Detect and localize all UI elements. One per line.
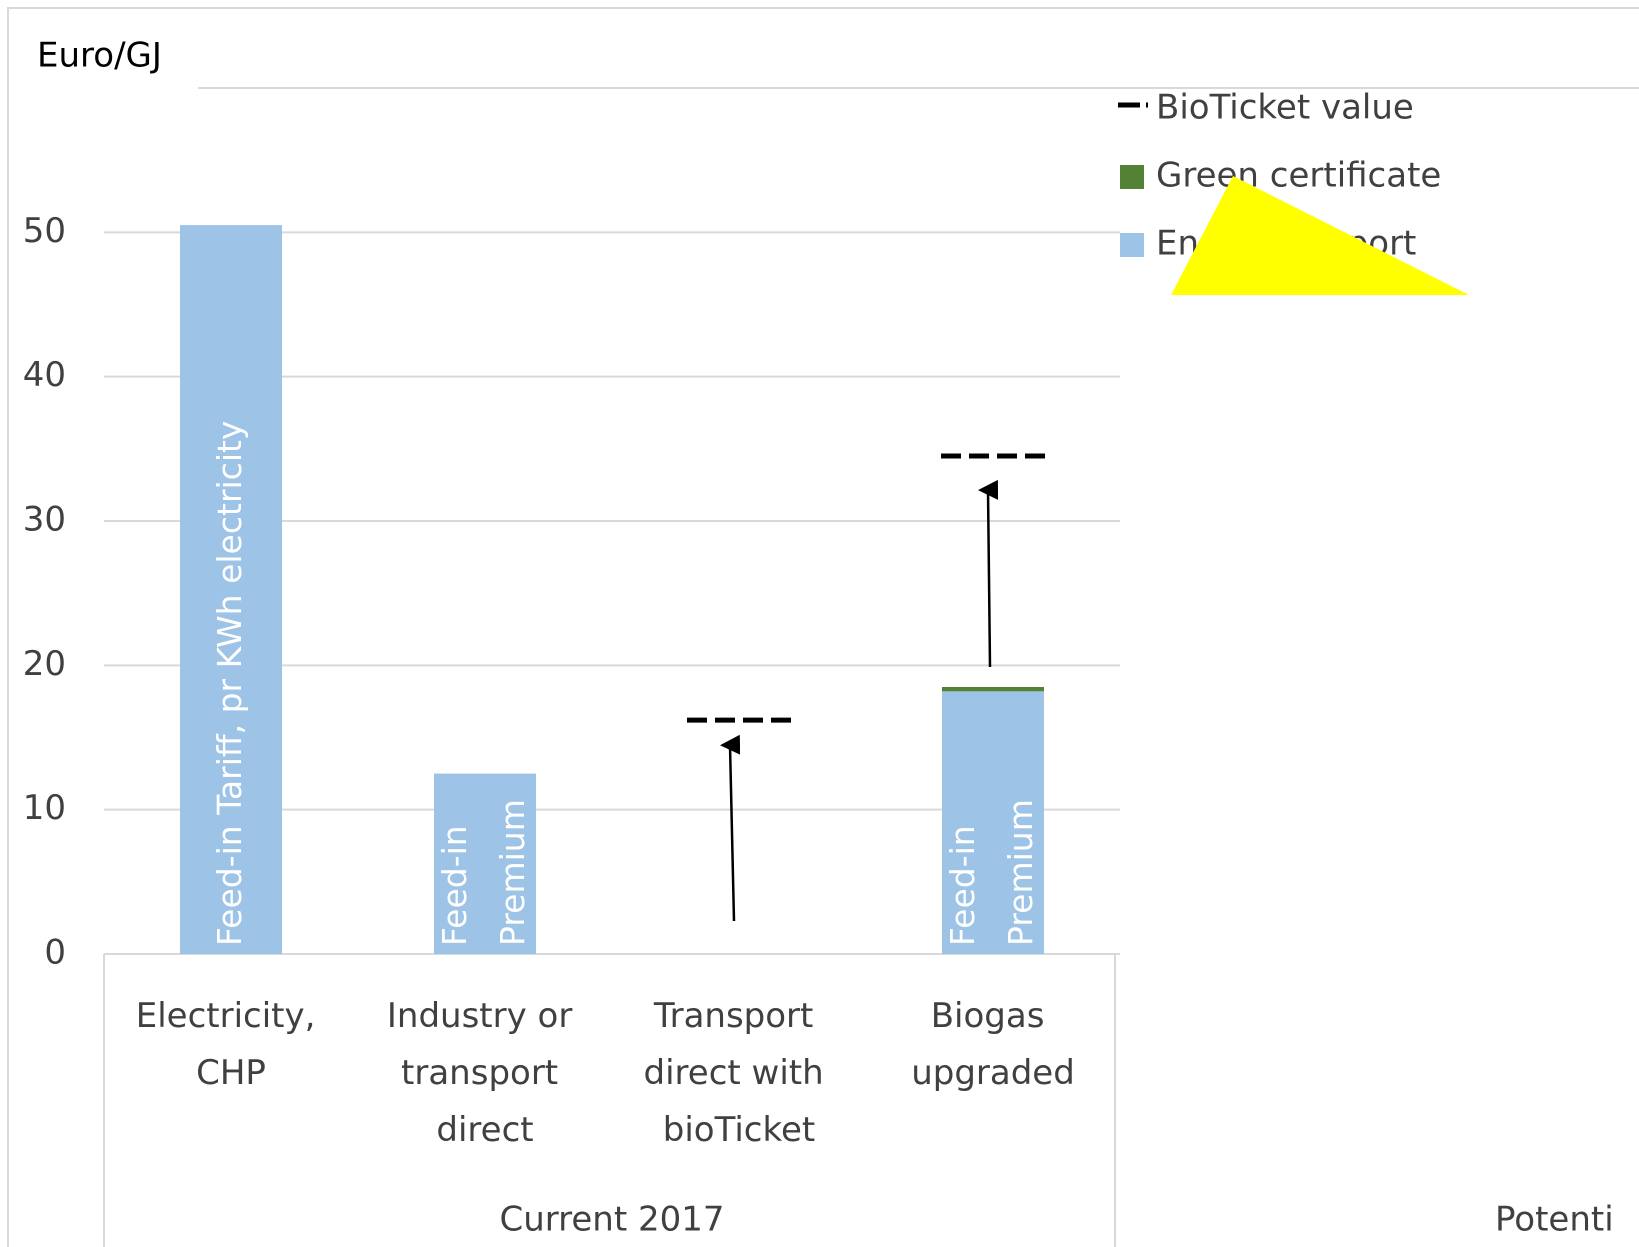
bar-label: Feed-in Premium <box>943 799 1040 946</box>
y-tick-label: 30 <box>23 500 66 540</box>
bar-segment <box>434 773 536 954</box>
group-label: Potenti <box>1495 1200 1614 1240</box>
bar-segment <box>942 686 1044 692</box>
x-tick-label: Electricity, CHP <box>136 996 327 1093</box>
legend-marker <box>1120 165 1144 189</box>
occluding-triangle <box>1171 176 1469 295</box>
y-tick-label: 40 <box>23 355 66 395</box>
legend-label: Green certificate <box>1156 156 1441 196</box>
group-label: Current 2017 <box>499 1200 724 1240</box>
y-tick-label: 50 <box>23 211 66 251</box>
arrow <box>720 734 741 922</box>
bar-segment <box>180 225 282 954</box>
bar-label: Feed-in Premium <box>435 799 532 946</box>
chart-border <box>7 7 1639 1247</box>
x-tick-label: Industry or transport direct <box>387 996 583 1150</box>
y-tick-label: 20 <box>23 644 66 684</box>
bar-segment <box>942 691 1044 954</box>
y-axis-label: Euro/GJ <box>37 36 162 76</box>
legend-marker <box>1120 233 1144 257</box>
arrow <box>978 479 999 668</box>
bar-label: Feed-in Tariff, pr KWh electricity <box>210 421 249 946</box>
x-tick-label: Biogas upgraded <box>911 996 1075 1093</box>
y-tick-label: 0 <box>44 933 66 973</box>
legend-label: BioTicket value <box>1156 88 1414 128</box>
x-tick-label: Transport direct with bioTicket <box>644 996 835 1150</box>
y-tick-label: 10 <box>23 788 66 828</box>
